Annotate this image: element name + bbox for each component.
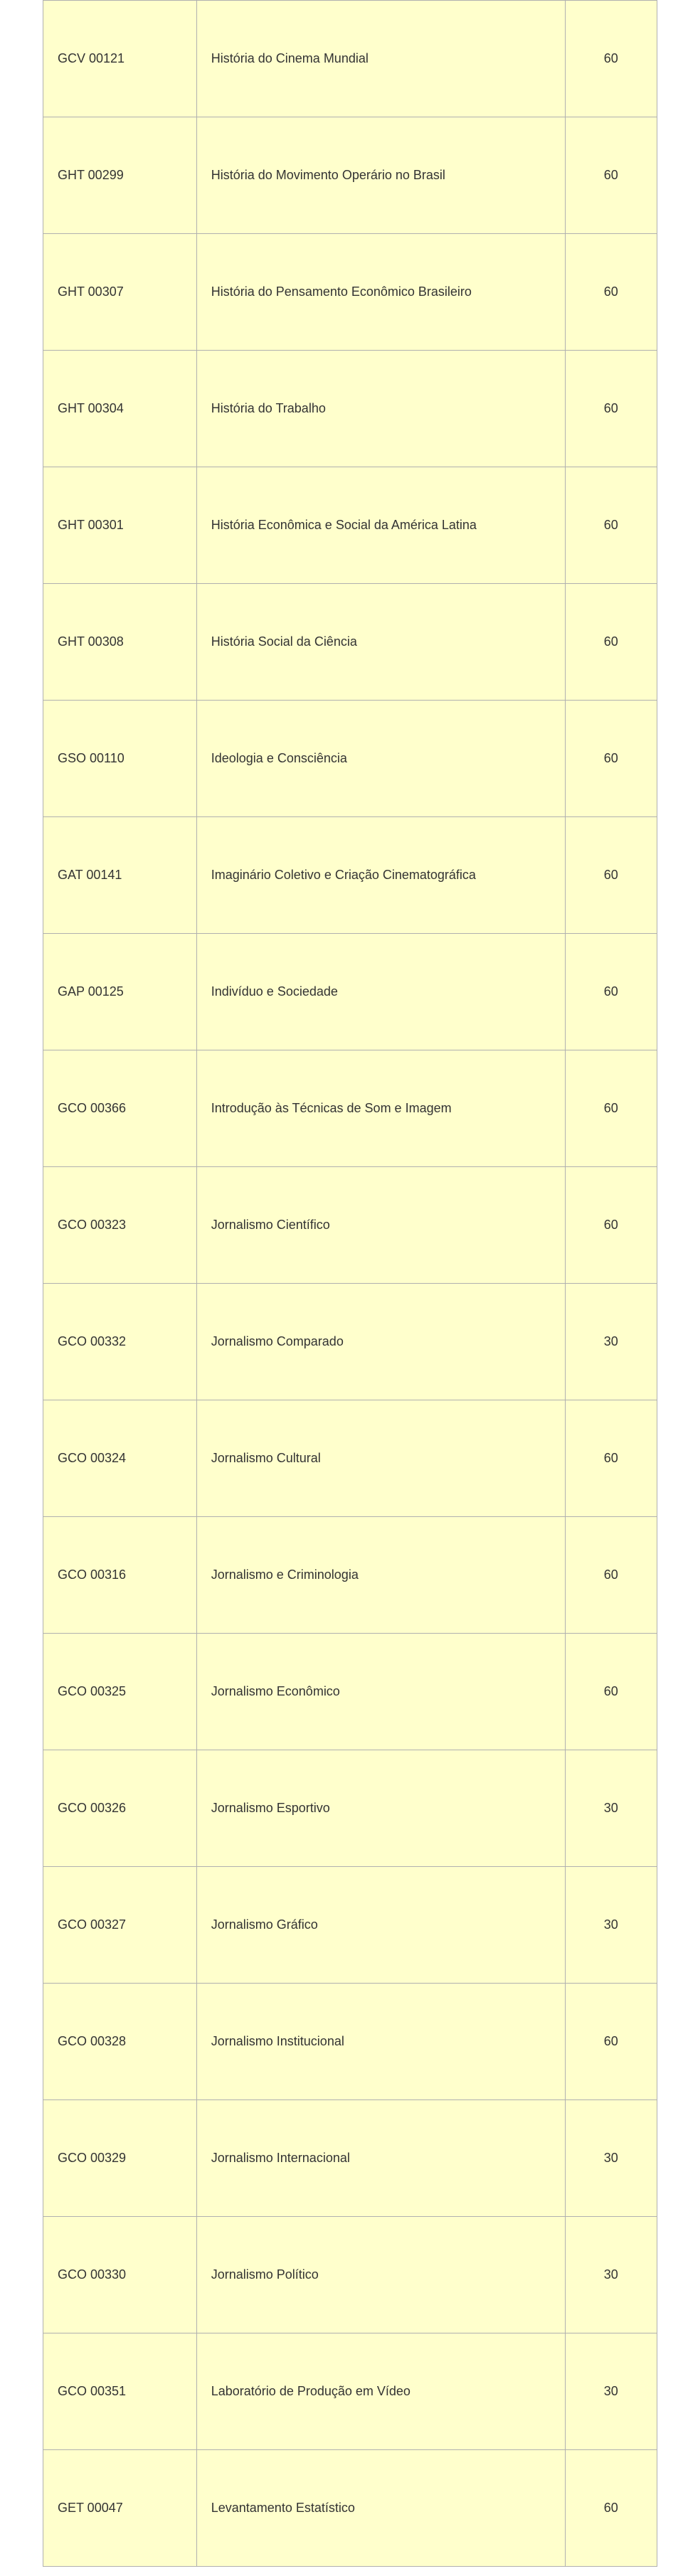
course-code: GCV 00121	[43, 1, 197, 117]
course-hours: 60	[565, 2450, 657, 2567]
course-hours: 60	[565, 584, 657, 701]
table-row: GCO 00351Laboratório de Produção em Víde…	[43, 2333, 657, 2450]
course-code: GCO 00332	[43, 1284, 197, 1400]
table-row: GCV 00121História do Cinema Mundial60	[43, 1, 657, 117]
table-row: GCO 00332Jornalismo Comparado30	[43, 1284, 657, 1400]
course-title: Jornalismo e Criminologia	[196, 1517, 565, 1634]
course-hours: 60	[565, 701, 657, 817]
course-title: História do Movimento Operário no Brasil	[196, 117, 565, 234]
course-code: GHT 00308	[43, 584, 197, 701]
course-code: GCO 00329	[43, 2100, 197, 2217]
course-title: História Econômica e Social da América L…	[196, 467, 565, 584]
course-code: GCO 00324	[43, 1400, 197, 1517]
course-title: Introdução às Técnicas de Som e Imagem	[196, 1050, 565, 1167]
course-title: Jornalismo Cultural	[196, 1400, 565, 1517]
course-code: GCO 00327	[43, 1867, 197, 1984]
course-hours: 60	[565, 1984, 657, 2100]
course-code: GCO 00325	[43, 1634, 197, 1750]
course-code: GHT 00301	[43, 467, 197, 584]
course-title: Imaginário Coletivo e Criação Cinematogr…	[196, 817, 565, 934]
course-table: GCV 00121História do Cinema Mundial60GHT…	[43, 0, 657, 2567]
course-title: Jornalismo Internacional	[196, 2100, 565, 2217]
course-title: Jornalismo Econômico	[196, 1634, 565, 1750]
course-title: História do Cinema Mundial	[196, 1, 565, 117]
course-code: GCO 00316	[43, 1517, 197, 1634]
course-hours: 30	[565, 2100, 657, 2217]
course-hours: 60	[565, 1400, 657, 1517]
course-code: GSO 00110	[43, 701, 197, 817]
table-row: GCO 00325Jornalismo Econômico60	[43, 1634, 657, 1750]
table-row: GHT 00307História do Pensamento Econômic…	[43, 234, 657, 351]
course-code: GCO 00366	[43, 1050, 197, 1167]
table-row: GSO 00110Ideologia e Consciência60	[43, 701, 657, 817]
course-code: GAT 00141	[43, 817, 197, 934]
course-hours: 30	[565, 1284, 657, 1400]
course-hours: 60	[565, 1167, 657, 1284]
course-title: História do Pensamento Econômico Brasile…	[196, 234, 565, 351]
course-code: GHT 00307	[43, 234, 197, 351]
course-code: GAP 00125	[43, 934, 197, 1050]
course-title: Levantamento Estatístico	[196, 2450, 565, 2567]
course-hours: 30	[565, 2333, 657, 2450]
course-title: Indivíduo e Sociedade	[196, 934, 565, 1050]
table-row: GCO 00327Jornalismo Gráfico30	[43, 1867, 657, 1984]
course-code: GCO 00323	[43, 1167, 197, 1284]
table-row: GHT 00308História Social da Ciência60	[43, 584, 657, 701]
table-row: GET 00047Levantamento Estatístico60	[43, 2450, 657, 2567]
table-row: GCO 00326Jornalismo Esportivo30	[43, 1750, 657, 1867]
course-table-wrapper: GCV 00121História do Cinema Mundial60GHT…	[0, 0, 683, 2567]
course-title: Jornalismo Gráfico	[196, 1867, 565, 1984]
table-row: GAT 00141Imaginário Coletivo e Criação C…	[43, 817, 657, 934]
course-hours: 60	[565, 934, 657, 1050]
course-title: História do Trabalho	[196, 351, 565, 467]
table-row: GCO 00328Jornalismo Institucional60	[43, 1984, 657, 2100]
course-hours: 60	[565, 1634, 657, 1750]
table-row: GAP 00125Indivíduo e Sociedade60	[43, 934, 657, 1050]
table-row: GCO 00316Jornalismo e Criminologia60	[43, 1517, 657, 1634]
course-code: GCO 00330	[43, 2217, 197, 2333]
course-title: Jornalismo Comparado	[196, 1284, 565, 1400]
course-code: GCO 00326	[43, 1750, 197, 1867]
course-hours: 60	[565, 1050, 657, 1167]
course-code: GCO 00351	[43, 2333, 197, 2450]
table-row: GHT 00301História Econômica e Social da …	[43, 467, 657, 584]
table-row: GCO 00330Jornalismo Político30	[43, 2217, 657, 2333]
course-title: Laboratório de Produção em Vídeo	[196, 2333, 565, 2450]
course-hours: 30	[565, 1750, 657, 1867]
course-title: Jornalismo Institucional	[196, 1984, 565, 2100]
course-hours: 60	[565, 1517, 657, 1634]
course-hours: 60	[565, 467, 657, 584]
course-code: GET 00047	[43, 2450, 197, 2567]
course-code: GHT 00304	[43, 351, 197, 467]
table-row: GCO 00366Introdução às Técnicas de Som e…	[43, 1050, 657, 1167]
table-row: GCO 00323Jornalismo Científico60	[43, 1167, 657, 1284]
course-title: História Social da Ciência	[196, 584, 565, 701]
course-hours: 60	[565, 817, 657, 934]
course-title: Jornalismo Científico	[196, 1167, 565, 1284]
course-title: Jornalismo Esportivo	[196, 1750, 565, 1867]
table-row: GCO 00324Jornalismo Cultural60	[43, 1400, 657, 1517]
table-row: GHT 00299História do Movimento Operário …	[43, 117, 657, 234]
course-title: Ideologia e Consciência	[196, 701, 565, 817]
course-hours: 60	[565, 234, 657, 351]
course-hours: 60	[565, 1, 657, 117]
course-hours: 30	[565, 2217, 657, 2333]
table-row: GCO 00329Jornalismo Internacional30	[43, 2100, 657, 2217]
course-code: GHT 00299	[43, 117, 197, 234]
course-hours: 60	[565, 351, 657, 467]
course-hours: 30	[565, 1867, 657, 1984]
course-title: Jornalismo Político	[196, 2217, 565, 2333]
course-code: GCO 00328	[43, 1984, 197, 2100]
course-hours: 60	[565, 117, 657, 234]
table-row: GHT 00304História do Trabalho60	[43, 351, 657, 467]
